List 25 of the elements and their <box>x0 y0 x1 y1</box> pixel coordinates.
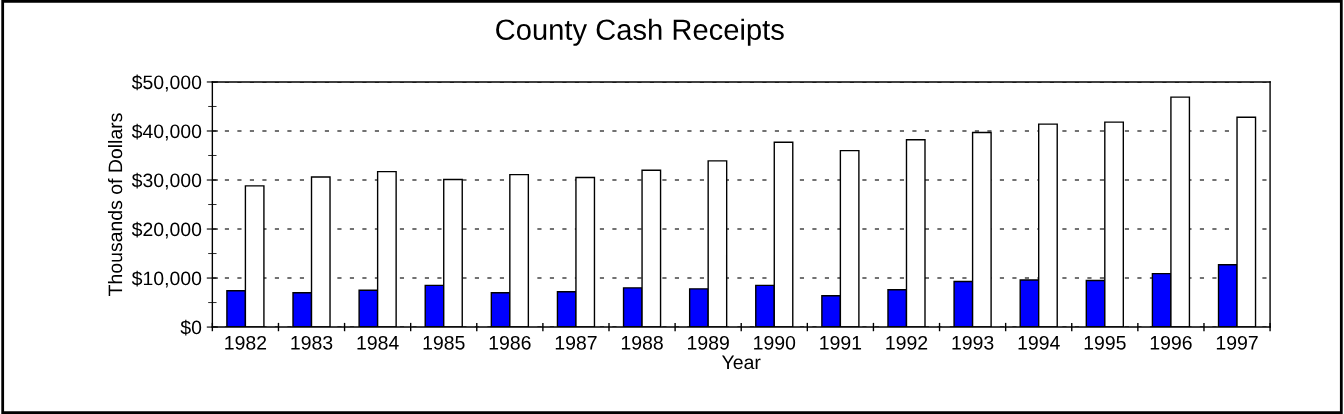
x-tick-label: 1995 <box>1084 335 1126 350</box>
x-tick-label: 1997 <box>1216 335 1258 350</box>
x-tick-label: 1996 <box>1150 335 1192 350</box>
x-tick-label: 1993 <box>952 335 994 350</box>
x-tick-label: 1994 <box>1018 335 1060 350</box>
y-tick-label: $40,000 <box>131 123 202 141</box>
x-tick-label: 1989 <box>688 335 729 350</box>
x-tick-label: 1985 <box>423 335 465 350</box>
y-tick-label: $30,000 <box>131 172 202 190</box>
x-tick-label: 1982 <box>225 335 267 350</box>
y-tick-label: $20,000 <box>131 221 202 239</box>
x-tick-label: 1987 <box>555 335 597 350</box>
x-tick-label: 1990 <box>754 335 796 350</box>
x-tick-label: 1983 <box>291 335 333 350</box>
y-tick-label: $10,000 <box>131 270 202 288</box>
y-axis-title: Thousands of Dollars <box>107 113 123 296</box>
x-tick-label: 1984 <box>357 335 399 350</box>
y-tick-label: $0 <box>180 319 202 336</box>
x-axis-title: Year <box>722 355 761 370</box>
x-tick-label: 1991 <box>820 335 862 350</box>
x-tick-label: 1986 <box>489 335 531 350</box>
x-tick-label: 1992 <box>886 335 928 350</box>
chart-title: County Cash Receipts <box>496 18 784 46</box>
y-tick-label: $50,000 <box>131 74 202 92</box>
x-tick-label: 1988 <box>621 335 663 350</box>
